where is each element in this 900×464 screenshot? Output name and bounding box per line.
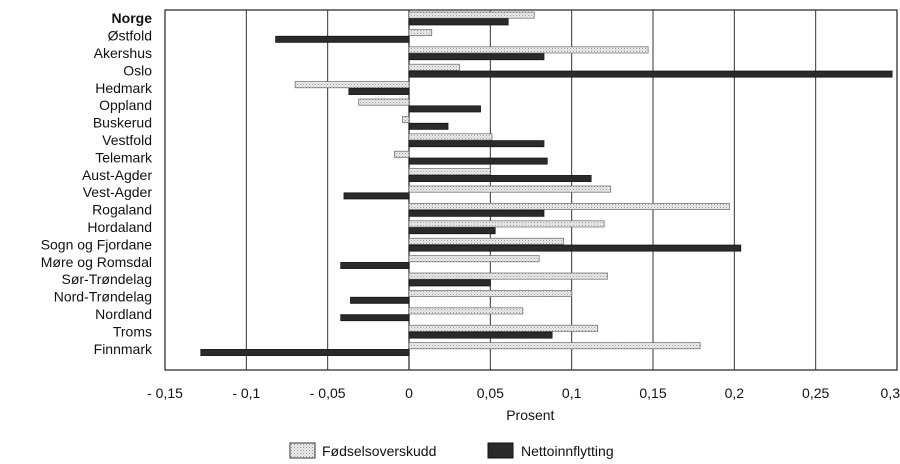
bar-nettoinnflytting [408,53,545,61]
category-label: Hordaland [87,219,152,235]
category-label: Aust-Agder [82,167,152,183]
legend-swatch-nettoinnflytting [487,442,514,459]
bar-fodselsoverskudd [408,11,535,19]
legend-swatch-fodselsoverskudd [289,442,316,459]
bar-fodselsoverskudd [408,168,491,176]
bar-fodselsoverskudd [408,290,573,297]
x-tick-label: - 0,05 [310,385,346,401]
category-label: Østfold [108,28,152,44]
bar-fodselsoverskudd [408,220,605,228]
bar-nettoinnflytting [408,105,481,113]
bar-nettoinnflytting [343,192,410,200]
bar-nettoinnflytting [408,140,545,148]
legend-label-nettoinnflytting: Nettoinnflytting [521,443,614,459]
bar-nettoinnflytting [408,227,496,235]
category-label: Oppland [99,97,152,113]
x-tick-label: 0,3 [881,385,900,401]
legend: Fødselsoverskudd Nettoinnflytting [289,442,614,459]
plot-frame [164,9,898,371]
bar-nettoinnflytting [340,314,410,322]
category-label: Møre og Romsdal [41,254,152,270]
bar-nettoinnflytting [408,331,553,339]
bar-fodselsoverskudd [408,203,730,210]
category-label: Vestfold [102,132,152,148]
bar-nettoinnflytting [348,88,410,95]
bar-fodselsoverskudd [408,46,649,54]
bar-fodselsoverskudd [394,150,410,158]
category-label: Vest-Agder [83,184,153,200]
bar-nettoinnflytting [340,262,410,269]
bar-fodselsoverskudd [408,342,701,350]
category-label: Hedmark [95,80,153,96]
bar-nettoinnflytting [408,175,592,182]
bar-fodselsoverskudd [408,237,564,245]
bar-fodselsoverskudd [408,63,460,71]
bar-nettoinnflytting [408,18,509,26]
bar-nettoinnflytting [408,279,491,287]
bar-nettoinnflytting [408,70,893,78]
bar-fodselsoverskudd [294,81,410,89]
bar-nettoinnflytting [408,209,545,217]
bar-fodselsoverskudd [408,133,493,141]
bar-nettoinnflytting [408,157,548,165]
bar-fodselsoverskudd [408,324,599,332]
bars [200,11,893,356]
x-tick-label: - 0,15 [147,385,183,401]
bar-fodselsoverskudd [358,98,410,106]
category-label: Norge [112,10,153,26]
x-tick-label: 0,15 [639,385,666,401]
plot-border [164,9,898,371]
x-axis-label: Prosent [506,407,554,423]
bar-nettoinnflytting [408,244,742,252]
bar-nettoinnflytting [408,122,449,130]
category-label: Nordland [95,306,152,322]
x-tick-label: - 0,1 [232,385,260,401]
bar-fodselsoverskudd [408,29,433,36]
category-label: Telemark [95,149,153,165]
bar-fodselsoverskudd [408,255,540,263]
x-tick-label: 0 [405,385,413,401]
category-label: Akershus [94,45,152,61]
bar-nettoinnflytting [200,349,410,356]
x-tick-label: 0,2 [725,385,745,401]
x-tick-label: 0,1 [562,385,582,401]
bar-fodselsoverskudd [408,307,524,315]
category-label: Buskerud [93,115,152,131]
category-label: Nord-Trøndelag [54,289,152,305]
bar-fodselsoverskudd [402,116,410,123]
category-label: Rogaland [92,202,152,218]
bar-fodselsoverskudd [408,272,608,280]
category-label: Troms [113,323,152,339]
legend-label-fodselsoverskudd: Fødselsoverskudd [322,443,436,459]
bar-fodselsoverskudd [408,185,612,193]
x-tick-label: 0,05 [477,385,504,401]
category-label: Oslo [123,62,152,78]
bar-nettoinnflytting [350,296,410,304]
category-label: Sogn og Fjordane [41,236,153,252]
x-tick-labels: - 0,15 - 0,1 - 0,05 0 0,05 0,1 0,15 0,2 0,25 0,3 [147,385,900,401]
bar-nettoinnflytting [275,35,410,43]
category-label: Sør-Trøndelag [61,271,152,287]
x-tick-label: 0,25 [802,385,829,401]
category-label: Finnmark [94,341,153,357]
